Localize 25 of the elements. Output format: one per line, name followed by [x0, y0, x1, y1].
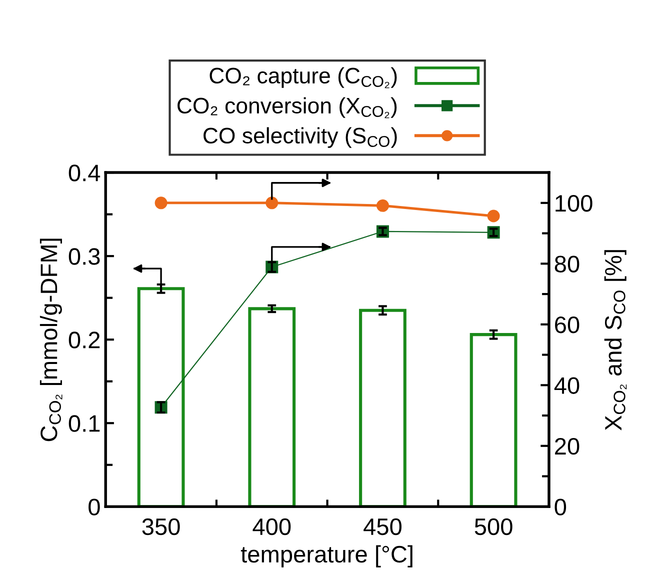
y2-tick-label: 80	[554, 256, 580, 272]
point	[487, 210, 500, 222]
legend-label: CO₂ conversion (X$_{CO₂}$)	[178, 97, 397, 118]
y2-tick-label: 20	[555, 438, 580, 455]
x-tick-label: 400	[252, 518, 291, 536]
y2-tick-label: 0	[554, 498, 566, 516]
x-tick-label: 500	[474, 518, 512, 536]
x-tick-label: 450	[364, 518, 402, 536]
point	[154, 196, 168, 210]
y-tick-label: 0.3	[68, 248, 100, 265]
y-tick-label: 0.2	[68, 332, 100, 348]
legend-label: CO selectivity (S$_{CO}$)	[204, 127, 397, 148]
y-tick-label: 0.4	[68, 164, 100, 182]
y2-tick-label: 100	[556, 194, 592, 212]
x-tick-label: 350	[142, 518, 180, 536]
point	[266, 196, 278, 210]
x-axis-title: temperature [°C]	[240, 545, 412, 568]
y2-tick-label: 60	[555, 316, 580, 334]
y2-axis-title: X$_{CO₂}$ and S$_{CO}$ [%]	[604, 250, 627, 430]
y-tick-label: 0.1	[68, 415, 100, 432]
y-tick-label: 0	[88, 498, 100, 516]
point	[376, 199, 389, 212]
legend-label: CO₂ capture (C$_{CO₂}$)	[210, 67, 397, 88]
y2-tick-label: 40	[554, 377, 580, 394]
y-axis-title: C$_{CO₂}$ [mmol/g-DFM]	[40, 238, 62, 442]
